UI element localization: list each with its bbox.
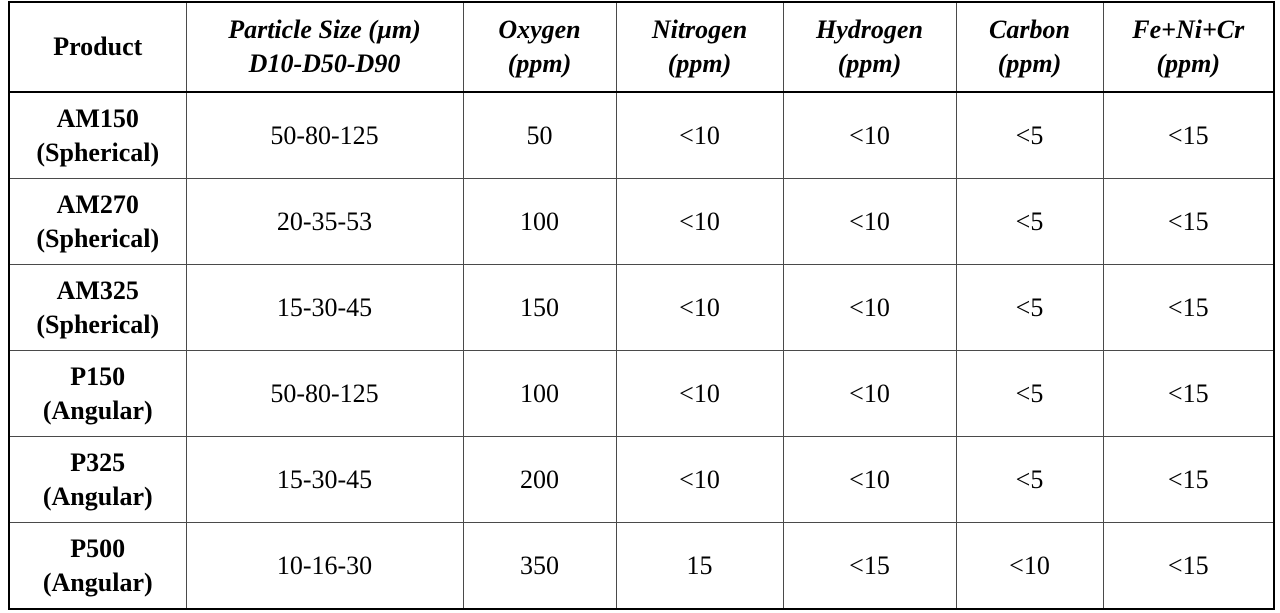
particle-size-cell: 50-80-125 — [185, 350, 464, 437]
header-nitrogen: Nitrogen (ppm) — [615, 1, 784, 93]
oxygen-cell: 50 — [462, 91, 617, 179]
product-name: AM325 — [56, 275, 139, 305]
header-oxygen-label: Oxygen — [498, 15, 581, 44]
header-carbon-label: Carbon — [989, 15, 1070, 44]
hydrogen-cell: <15 — [782, 522, 957, 610]
header-oxygen-unit: (ppm) — [507, 49, 572, 78]
fe-ni-cr-cell: <15 — [1102, 350, 1275, 437]
hydrogen-cell: <10 — [782, 264, 957, 351]
product-cell: P325 (Angular) — [8, 436, 187, 523]
product-cell: AM270 (Spherical) — [8, 178, 187, 265]
table-body: AM150 (Spherical) 50-80-125 50 <10 <10 <… — [8, 91, 1275, 610]
product-cell: AM325 (Spherical) — [8, 264, 187, 351]
nitrogen-cell: <10 — [615, 436, 784, 523]
product-cell: P150 (Angular) — [8, 350, 187, 437]
product-name: AM150 — [56, 103, 139, 133]
table-row: P325 (Angular) 15-30-45 200 <10 <10 <5 <… — [8, 436, 1275, 523]
nitrogen-cell: <10 — [615, 350, 784, 437]
header-particle-size-label: Particle Size (µm) — [228, 15, 421, 44]
product-shape: (Spherical) — [36, 137, 160, 167]
header-hydrogen: Hydrogen (ppm) — [782, 1, 957, 93]
product-name: P500 — [70, 533, 126, 563]
header-nitrogen-label: Nitrogen — [651, 15, 748, 44]
product-cell: AM150 (Spherical) — [8, 91, 187, 179]
particle-size-cell: 15-30-45 — [185, 264, 464, 351]
fe-ni-cr-cell: <15 — [1102, 436, 1275, 523]
table-header: Product Particle Size (µm) D10-D50-D90 O… — [8, 1, 1275, 93]
particle-size-cell: 15-30-45 — [185, 436, 464, 523]
particle-size-cell: 10-16-30 — [185, 522, 464, 610]
table-row: P500 (Angular) 10-16-30 350 15 <15 <10 <… — [8, 522, 1275, 610]
table-row: P150 (Angular) 50-80-125 100 <10 <10 <5 … — [8, 350, 1275, 437]
header-particle-size-sub: D10-D50-D90 — [248, 49, 401, 78]
table-row: AM325 (Spherical) 15-30-45 150 <10 <10 <… — [8, 264, 1275, 351]
oxygen-cell: 100 — [462, 350, 617, 437]
nitrogen-cell: <10 — [615, 178, 784, 265]
carbon-cell: <5 — [955, 91, 1104, 179]
fe-ni-cr-cell: <15 — [1102, 522, 1275, 610]
product-name: P325 — [70, 447, 126, 477]
carbon-cell: <5 — [955, 178, 1104, 265]
oxygen-cell: 150 — [462, 264, 617, 351]
header-fe-ni-cr-unit: (ppm) — [1156, 49, 1221, 78]
oxygen-cell: 200 — [462, 436, 617, 523]
product-cell: P500 (Angular) — [8, 522, 187, 610]
product-shape: (Spherical) — [36, 309, 160, 339]
product-name: P150 — [70, 361, 126, 391]
product-name: AM270 — [56, 189, 139, 219]
hydrogen-cell: <10 — [782, 350, 957, 437]
hydrogen-cell: <10 — [782, 178, 957, 265]
carbon-cell: <5 — [955, 264, 1104, 351]
fe-ni-cr-cell: <15 — [1102, 178, 1275, 265]
product-shape: (Angular) — [42, 567, 153, 597]
header-particle-size: Particle Size (µm) D10-D50-D90 — [185, 1, 464, 93]
header-oxygen: Oxygen (ppm) — [462, 1, 617, 93]
hydrogen-cell: <10 — [782, 436, 957, 523]
header-nitrogen-unit: (ppm) — [667, 49, 732, 78]
header-fe-ni-cr-label: Fe+Ni+Cr — [1132, 15, 1245, 44]
header-carbon-unit: (ppm) — [997, 49, 1062, 78]
header-fe-ni-cr: Fe+Ni+Cr (ppm) — [1102, 1, 1275, 93]
product-shape: (Angular) — [42, 395, 153, 425]
carbon-cell: <5 — [955, 436, 1104, 523]
hydrogen-cell: <10 — [782, 91, 957, 179]
nitrogen-cell: 15 — [615, 522, 784, 610]
product-shape: (Angular) — [42, 481, 153, 511]
fe-ni-cr-cell: <15 — [1102, 264, 1275, 351]
powder-spec-table: Product Particle Size (µm) D10-D50-D90 O… — [8, 1, 1275, 610]
fe-ni-cr-cell: <15 — [1102, 91, 1275, 179]
particle-size-cell: 50-80-125 — [185, 91, 464, 179]
product-shape: (Spherical) — [36, 223, 160, 253]
header-carbon: Carbon (ppm) — [955, 1, 1104, 93]
carbon-cell: <5 — [955, 350, 1104, 437]
oxygen-cell: 100 — [462, 178, 617, 265]
oxygen-cell: 350 — [462, 522, 617, 610]
header-hydrogen-unit: (ppm) — [837, 49, 902, 78]
nitrogen-cell: <10 — [615, 264, 784, 351]
header-product-label: Product — [53, 32, 143, 61]
carbon-cell: <10 — [955, 522, 1104, 610]
header-product: Product — [8, 1, 187, 93]
particle-size-cell: 20-35-53 — [185, 178, 464, 265]
nitrogen-cell: <10 — [615, 91, 784, 179]
header-hydrogen-label: Hydrogen — [816, 15, 923, 44]
table-row: AM150 (Spherical) 50-80-125 50 <10 <10 <… — [8, 91, 1275, 179]
header-row: Product Particle Size (µm) D10-D50-D90 O… — [8, 1, 1275, 93]
table-row: AM270 (Spherical) 20-35-53 100 <10 <10 <… — [8, 178, 1275, 265]
